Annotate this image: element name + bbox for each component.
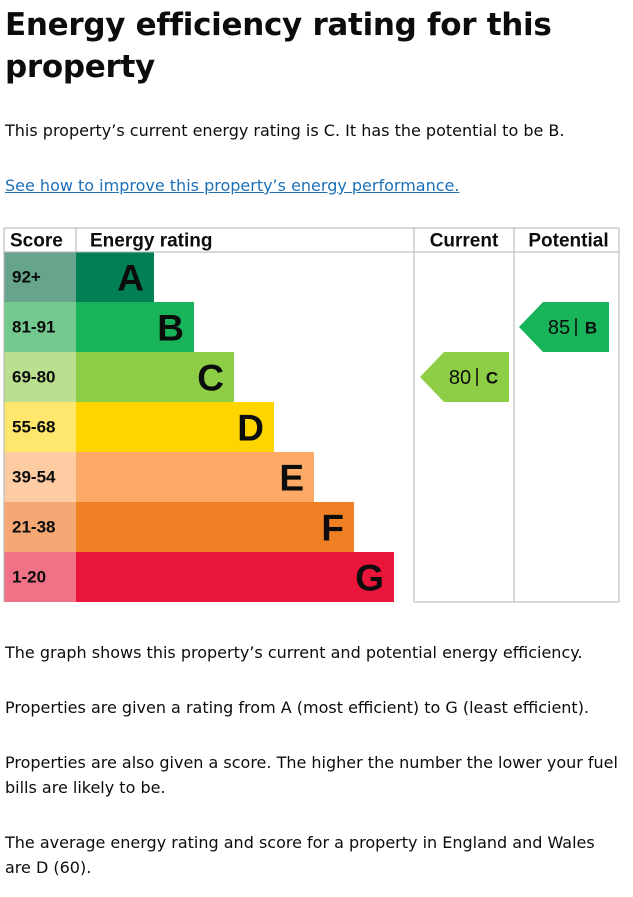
column-header: Potential — [528, 231, 608, 252]
rating-letter: G — [355, 558, 384, 599]
score-cell — [4, 452, 76, 502]
rating-letter: F — [321, 508, 344, 549]
rating-letter: C — [197, 358, 224, 399]
rating-bar — [76, 502, 354, 552]
score-label: 92+ — [12, 268, 41, 287]
current-rating: 80 C — [420, 352, 509, 402]
rating-letter: B — [157, 308, 184, 349]
rating-score: 80 — [449, 367, 471, 389]
rating-letter: A — [117, 258, 144, 299]
potential-rating: 85 B — [519, 302, 609, 352]
rating-bar — [76, 402, 274, 452]
paragraph: Properties are also given a score. The h… — [5, 753, 618, 797]
score-cell — [4, 502, 76, 552]
rating-bar — [76, 552, 394, 602]
rating-bar — [76, 252, 154, 302]
rating-bar — [76, 352, 234, 402]
score-cell — [4, 302, 76, 352]
column-header: Score — [10, 231, 63, 252]
rating-letter: C — [486, 369, 498, 388]
score-label: 81-91 — [12, 318, 55, 337]
intro-text: This property’s current energy rating is… — [5, 121, 565, 140]
improve-link[interactable]: See how to improve this property’s energ… — [5, 176, 460, 195]
score-cell — [4, 402, 76, 452]
rating-bar — [76, 452, 314, 502]
rating-score: 85 — [548, 317, 570, 339]
score-label: 1-20 — [12, 568, 46, 587]
rating-arrow — [420, 352, 509, 402]
rating-letter: B — [585, 319, 597, 338]
rating-letter: D — [237, 408, 264, 449]
score-label: 55-68 — [12, 418, 55, 437]
paragraph: Properties are given a rating from A (mo… — [5, 698, 590, 717]
paragraph: The graph shows this property’s current … — [5, 643, 583, 662]
paragraph: The average energy rating and score for … — [5, 833, 595, 877]
score-label: 69-80 — [12, 368, 55, 387]
column-header: Energy rating — [90, 231, 212, 252]
rating-chart: Score Energy rating Current Potential 92+ A 81… — [3, 227, 620, 603]
rating-bar — [76, 302, 194, 352]
page-title: Energy efficiency rating for this proper… — [5, 7, 552, 85]
score-cell — [4, 352, 76, 402]
rating-letter: E — [279, 458, 304, 499]
score-cell — [4, 252, 76, 302]
score-label: 21-38 — [12, 518, 55, 537]
link-line: See how to improve this property’s energ… — [5, 173, 625, 198]
rating-arrow — [519, 302, 609, 352]
column-header: Current — [430, 231, 499, 252]
score-cell — [4, 552, 76, 602]
score-label: 39-54 — [12, 468, 56, 487]
